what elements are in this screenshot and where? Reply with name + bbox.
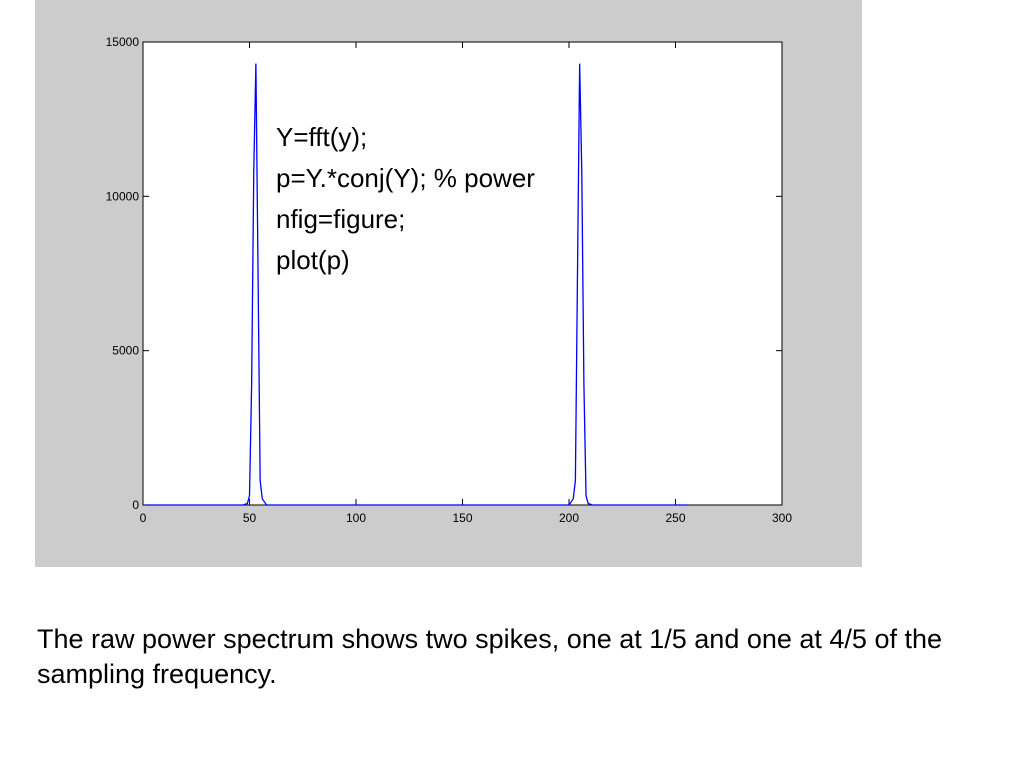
x-tick-label: 250 bbox=[665, 511, 685, 525]
plot-area bbox=[142, 41, 783, 506]
y-tick-label: 10000 bbox=[106, 189, 140, 203]
x-tick-label: 50 bbox=[243, 511, 257, 525]
caption: The raw power spectrum shows two spikes,… bbox=[37, 624, 943, 690]
code-annotation: nfig=figure; bbox=[276, 204, 405, 234]
x-tick-label: 200 bbox=[559, 511, 579, 525]
x-tick-label: 0 bbox=[140, 511, 147, 525]
y-tick-label: 0 bbox=[132, 498, 139, 512]
y-tick-label: 15000 bbox=[106, 35, 140, 49]
y-tick-label: 5000 bbox=[112, 344, 139, 358]
x-tick-label: 300 bbox=[772, 511, 792, 525]
chart: 0 50 100 150 200 250 300 0 5000 10000 15000 Y=fft(y… bbox=[35, 0, 862, 567]
x-tick-label: 100 bbox=[346, 511, 366, 525]
code-annotation: p=Y.*conj(Y); % power bbox=[276, 163, 535, 193]
code-annotation: plot(p) bbox=[276, 245, 350, 275]
data-line bbox=[145, 63, 689, 506]
x-tick-label: 150 bbox=[452, 511, 472, 525]
code-annotation: Y=fft(y); bbox=[276, 122, 367, 152]
